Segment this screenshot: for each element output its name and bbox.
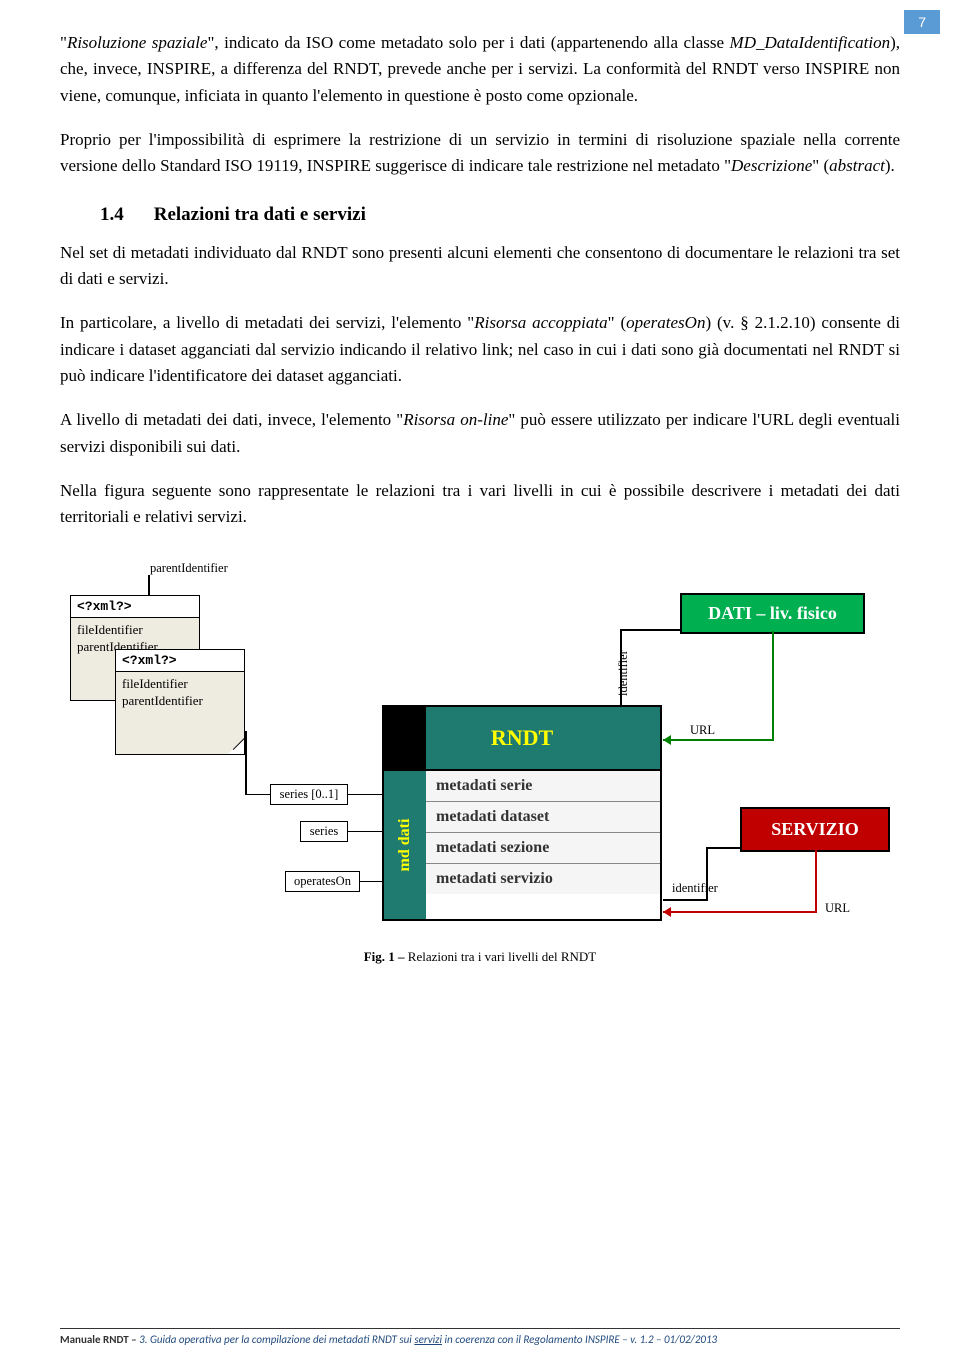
section-title: Relazioni tra dati e servizi (154, 204, 366, 225)
footer-text: 3. Guida operativa per la compilazione d… (139, 1333, 717, 1346)
page-number: 7 (904, 10, 940, 34)
doc2-line1: fileIdentifier (122, 676, 238, 693)
figure-caption: Fig. 1 – Relazioni tra i vari livelli de… (60, 949, 900, 965)
connector-line (663, 899, 708, 901)
doc1-line1: fileIdentifier (77, 622, 193, 639)
section-number: 1.4 (100, 204, 124, 225)
green-line (663, 739, 774, 741)
footer: Manuale RNDT – 3. Guida operativa per la… (60, 1328, 900, 1346)
connector-line (348, 794, 382, 795)
conn-series01: series [0..1] (270, 784, 348, 805)
connector-line (348, 831, 382, 832)
red-line (663, 911, 817, 913)
parent-identifier-label: parentIdentifier (150, 561, 228, 576)
conn-operateson: operatesOn (285, 871, 360, 892)
rndt-header: RNDT (384, 707, 660, 771)
paragraph-4: In particolare, a livello di metadati de… (60, 310, 900, 389)
url-label-1: URL (690, 723, 715, 738)
url-label-2: URL (825, 901, 850, 916)
connector-line (706, 847, 740, 849)
meta-row-sezione: metadati sezione (426, 833, 660, 864)
connector-line (360, 881, 382, 882)
servizio-box: SERVIZIO (740, 807, 890, 852)
paragraph-5: A livello di metadati dei dati, invece, … (60, 407, 900, 460)
section-heading: 1.4 Relazioni tra dati e servizi (100, 204, 900, 226)
green-line (772, 631, 774, 741)
vertical-label: md dati (384, 771, 426, 919)
connector-line (148, 575, 150, 595)
conn-series: series (300, 821, 348, 842)
dati-box: DATI – liv. fisico (680, 593, 865, 634)
red-line (815, 849, 817, 913)
meta-row-servizio: metadati servizio (426, 864, 660, 894)
xml-doc-front: <?xml?> fileIdentifier parentIdentifier (115, 649, 245, 755)
meta-row-serie: metadati serie (426, 771, 660, 802)
connector-line (245, 794, 270, 795)
identifier-label-2: identifier (672, 881, 718, 896)
paragraph-6: Nella figura seguente sono rappresentate… (60, 478, 900, 531)
xml-header: <?xml?> (71, 596, 199, 618)
arrow-icon (663, 907, 671, 917)
xml-header-2: <?xml?> (116, 650, 244, 672)
diagram-figure: parentIdentifier <?xml?> fileIdentifier … (60, 561, 900, 961)
connector-line (620, 629, 680, 631)
doc2-line2: parentIdentifier (122, 693, 238, 710)
page: 7 "Risoluzione spaziale", indicato da IS… (0, 0, 960, 1364)
paragraph-1: "Risoluzione spaziale", indicato da ISO … (60, 30, 900, 109)
rndt-block: RNDT md dati metadati serie metadati dat… (382, 705, 662, 921)
arrow-icon (663, 735, 671, 745)
connector-line (245, 731, 247, 794)
identifier-label-1: identifier (616, 650, 631, 696)
paragraph-3: Nel set di metadati individuato dal RNDT… (60, 240, 900, 293)
footer-bold: Manuale RNDT – (60, 1333, 139, 1346)
meta-row-dataset: metadati dataset (426, 802, 660, 833)
rndt-title: RNDT (384, 725, 660, 751)
paragraph-2: Proprio per l'impossibilità di esprimere… (60, 127, 900, 180)
